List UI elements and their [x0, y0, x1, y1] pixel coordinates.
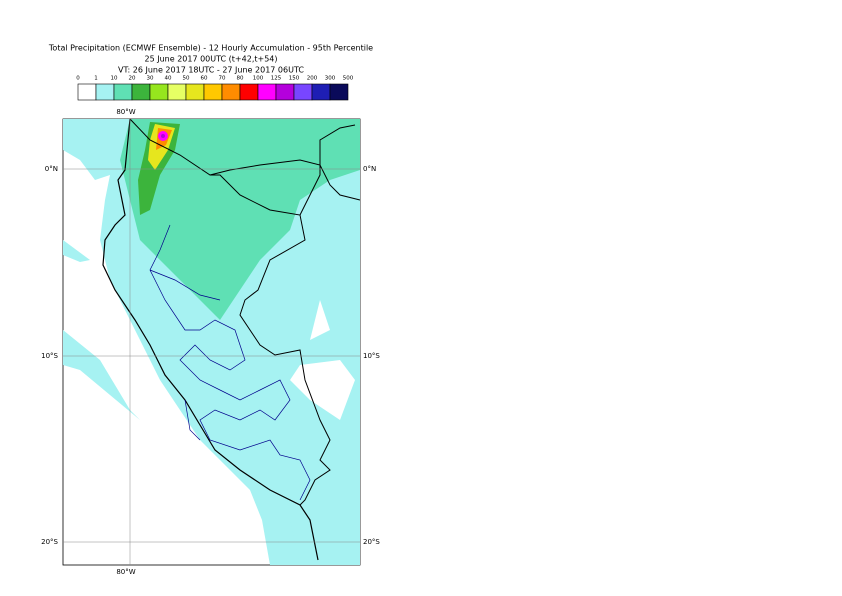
lat-label: 10°S	[41, 352, 58, 360]
colorbar-label: 40	[165, 76, 172, 82]
colorbar-swatch	[113, 83, 133, 101]
colorbar-swatch	[257, 83, 277, 101]
lat-label: 20°S	[363, 538, 380, 546]
coastline	[102, 118, 319, 561]
colorbar-label: 80	[237, 76, 244, 82]
colorbar-label: 1	[94, 76, 98, 82]
lat-label: 20°S	[41, 538, 58, 546]
colorbar-label: 500	[343, 76, 354, 82]
colorbar-label: 10	[111, 76, 118, 82]
colorbar-label: 125	[271, 76, 282, 82]
colorbar-swatch	[275, 83, 295, 101]
regional-borders	[149, 224, 311, 501]
lon-label: 80°W	[116, 108, 135, 116]
colorbar-swatch	[77, 83, 97, 101]
colorbar-label: 70	[219, 76, 226, 82]
colorbar-swatch	[311, 83, 331, 101]
colorbar-swatch	[167, 83, 187, 101]
lat-label: 0°N	[363, 165, 376, 173]
colorbar-swatch	[95, 83, 115, 101]
colorbar-label: 50	[183, 76, 190, 82]
colorbar-swatch	[239, 83, 259, 101]
title: Total Precipitation (ECMWF Ensemble) - 1…	[48, 44, 373, 53]
colorbar-label: 100	[253, 76, 264, 82]
colorbar: 0 1 10 20 30 40 50 60 70 80 100 125 150 200 300 500	[76, 76, 354, 101]
colorbar-swatch	[221, 83, 241, 101]
colorbar-swatch	[329, 83, 349, 101]
precip-core	[161, 134, 165, 138]
colorbar-swatch	[131, 83, 151, 101]
colorbar-label: 0	[76, 76, 80, 82]
dry-area	[290, 300, 355, 420]
colorbar-swatch	[185, 83, 205, 101]
colorbar-swatch	[149, 83, 169, 101]
lat-label: 0°N	[45, 165, 58, 173]
colorbar-swatch	[203, 83, 223, 101]
colorbar-label: 300	[325, 76, 336, 82]
lat-label: 10°S	[363, 352, 380, 360]
colorbar-label: 30	[147, 76, 154, 82]
valid-time: VT: 26 June 2017 18UTC - 27 June 2017 06…	[118, 66, 304, 75]
graticule: 80°W 80°W 0°N 0°N 10°S 10°S 20°S 20°S	[41, 108, 380, 576]
precip-ocean	[63, 240, 300, 565]
colorbar-label: 150	[289, 76, 300, 82]
map	[62, 118, 361, 566]
base-time: 25 June 2017 00UTC (t+42,t+54)	[145, 55, 278, 64]
lon-label: 80°W	[116, 568, 135, 576]
colorbar-label: 200	[307, 76, 318, 82]
colorbar-label: 60	[201, 76, 208, 82]
colorbar-label: 20	[129, 76, 136, 82]
colorbar-swatch	[293, 83, 313, 101]
